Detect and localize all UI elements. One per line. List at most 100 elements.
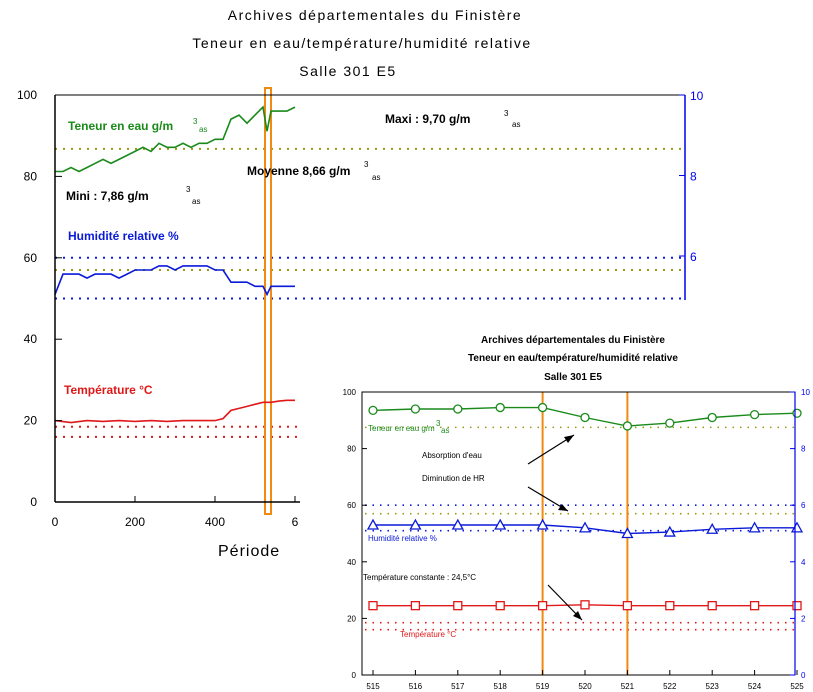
inset-series-1-marker-3 [494,518,507,530]
inset-chart: Archives départementales du Finistère Te… [303,326,813,692]
main-y-tick-label-0: 0 [30,495,37,509]
inset-series-2-marker-10 [792,601,802,611]
main-min-label: Mini : 7,86 g/m [66,189,149,203]
inset-y2-tick-label-4: 8 [801,445,806,454]
main-series-line-1 [54,265,295,297]
inset-series-1-marker-4 [536,518,549,530]
inset-x-tick-label-6: 521 [621,682,635,691]
inset-series-0-marker-0 [368,405,378,416]
main-mean-label: Moyenne 8,66 g/m [247,164,350,178]
inset-y2-tick-label-5: 10 [801,388,810,397]
inset-annotation-water: Teneur en eau g/m 3 as [368,419,449,435]
main-annotation-min: Mini : 7,86 g/m 3 as [66,185,200,206]
inset-title-line-1: Archives départementales du Finistère [481,335,665,346]
main-ticks: 0 20 40 60 80 100 0 200 400 6 6 8 10 [17,88,704,529]
main-water-label: Teneur en eau g/m [68,119,173,133]
main-y2-tick-label-0: 6 [690,250,697,264]
main-rh-label: Humidité relative % [68,229,179,243]
main-max-sub: as [512,120,520,129]
inset-y2-tick-label-0: 0 [801,671,806,680]
main-title-line-1: Archives départementales du Finistère [228,7,522,23]
main-x-tick-label-3: 6 [292,515,299,529]
main-series-line-0 [55,105,296,173]
const-temp-arrow-head [573,611,582,620]
main-y-tick-label-3: 60 [24,251,38,265]
inset-series-0-marker-4 [537,402,548,413]
inset-temp-label: Température °C [400,630,456,639]
main-max-sup: 3 [504,109,509,118]
inset-series-2-marker-1 [410,601,421,611]
main-title-line-3: Salle 301 E5 [299,63,396,79]
inset-arrows [527,434,583,621]
inset-series-0-marker-2 [453,404,463,414]
inset-series-2-marker-4 [537,601,548,611]
inset-series-2-marker-3 [495,601,505,611]
inset-y-tick-label-2: 40 [347,558,356,567]
inset-series-1-marker-5 [578,521,592,533]
main-min-sup: 3 [186,185,191,194]
inset-y2-tick-label-2: 4 [801,558,806,567]
inset-ticks: 0 20 40 60 80 100 0 2 4 6 8 10 515 516 517 518 519 520 521… [343,388,811,691]
inset-series-2-marker-5 [580,600,590,610]
inset-title-line-2: Teneur en eau/température/humidité relat… [468,353,678,364]
inset-y-tick-label-4: 80 [347,445,356,454]
hr-drop-arrow-head [558,504,568,511]
main-annotation-mean: Moyenne 8,66 g/m 3 as [247,160,380,182]
inset-water-sup: 3 [436,419,441,428]
main-reference-lines [55,147,685,438]
inset-y-tick-label-0: 0 [352,671,357,680]
inset-series-1-marker-1 [409,518,422,530]
inset-const-temp-label: Température constante : 24,5°C [363,573,476,582]
main-title-line-2: Teneur en eau/température/humidité relat… [192,35,531,51]
inset-series-2-marker-2 [453,601,463,611]
main-y-tick-label-5: 100 [17,88,37,102]
inset-x-tick-label-9: 524 [748,682,762,691]
main-y-tick-label-1: 20 [24,414,38,428]
inset-series-0-marker-9 [749,409,760,420]
inset-x-tick-label-0: 515 [366,682,380,691]
main-x-tick-label-2: 400 [205,515,225,529]
inset-hr-drop-label: Diminution de HR [422,474,485,483]
inset-water-sub: as [441,426,449,435]
inset-rh-label: Humidité relative % [368,534,437,543]
main-series-line-2 [54,399,295,424]
inset-x-tick-label-7: 522 [663,682,677,691]
main-y2-tick-label-1: 8 [690,170,697,184]
inset-x-tick-label-5: 520 [578,682,592,691]
main-min-sub: as [192,197,200,206]
inset-y-tick-label-1: 20 [347,614,356,623]
inset-series-0-marker-8 [707,412,717,423]
inset-series-1-marker-9 [748,521,761,533]
inset-x-tick-label-8: 523 [706,682,720,691]
inset-series-0-marker-3 [495,402,505,413]
main-mean-sub: as [372,173,380,182]
inset-x-tick-label-1: 516 [409,682,423,691]
inset-x-tick-label-10: 525 [790,682,804,691]
inset-series-1-marker-0 [366,518,380,530]
inset-series [366,402,804,611]
main-y2-tick-label-2: 10 [690,89,704,103]
inset-series-1-marker-2 [451,518,464,530]
main-highlight-band [264,87,272,515]
inset-series-1-marker-7 [663,525,676,537]
inset-series-2-marker-7 [665,601,675,611]
inset-water-label: Teneur en eau g/m [368,424,435,433]
inset-series-2-marker-0 [368,601,378,611]
main-chart: Archives départementales du Finistère Te… [17,7,704,560]
main-highlight-band-rect [264,87,272,515]
absorption-arrow-head [564,435,574,443]
inset-series-0-marker-5 [580,412,590,423]
inset-x-tick-label-3: 518 [494,682,508,691]
inset-series-0-marker-1 [410,404,421,414]
main-mean-sup: 3 [364,160,369,169]
inset-series-2-marker-9 [749,601,760,611]
main-x-tick-label-0: 0 [52,515,59,529]
inset-series-2-marker-8 [707,601,717,611]
inset-series-2-marker-6 [622,601,633,611]
inset-series-0-marker-6 [622,421,633,431]
inset-series-1-marker-6 [621,527,634,539]
inset-x-tick-label-2: 517 [451,682,465,691]
main-annotation-water: Teneur en eau g/m 3 as [68,117,207,134]
inset-background [303,326,813,692]
